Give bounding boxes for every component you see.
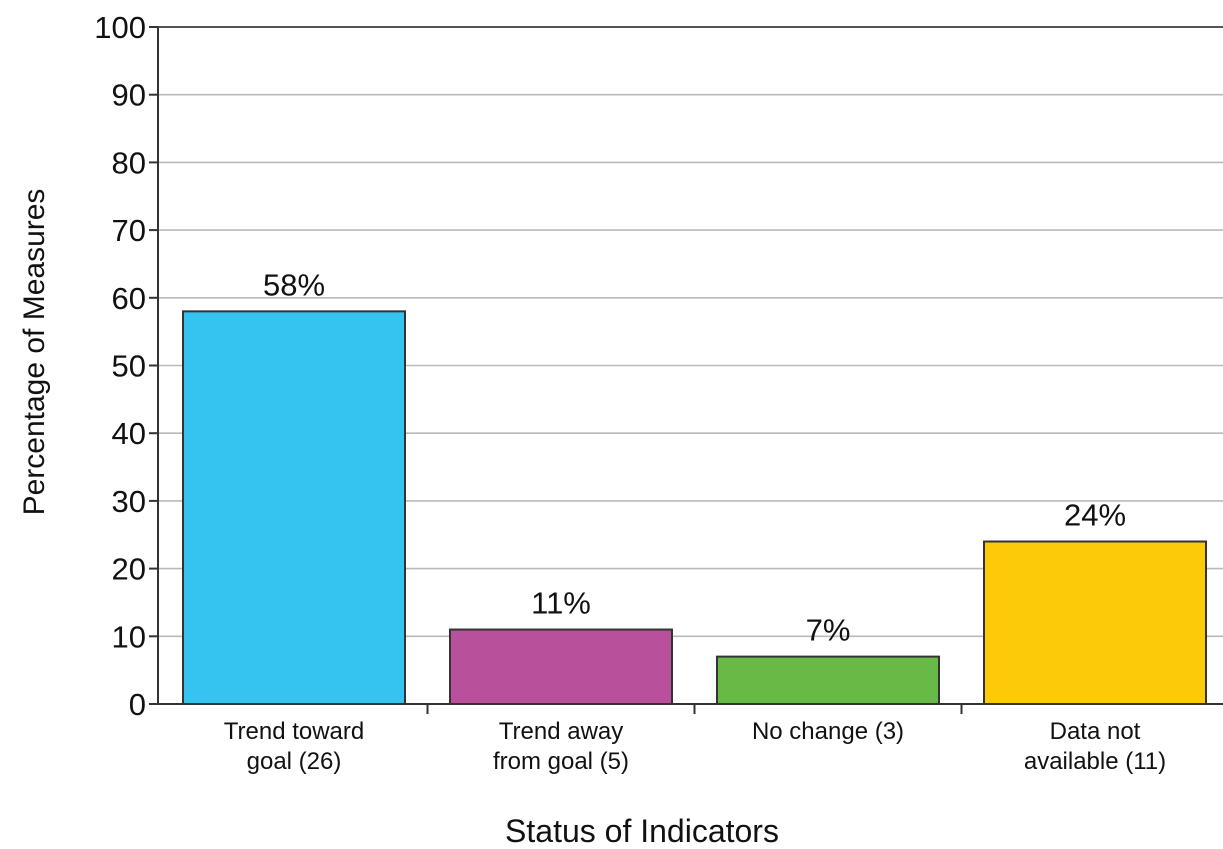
y-tick-label: 100 — [94, 10, 146, 45]
axes — [149, 26, 1223, 714]
y-tick-label: 50 — [112, 349, 146, 384]
x-tick-label: Trend away from goal (5) — [493, 718, 629, 775]
x-axis-label: Status of Indicators — [505, 813, 779, 849]
bar — [983, 540, 1207, 706]
x-tick-label: Trend toward goal (26) — [224, 718, 365, 775]
y-tick-label: 0 — [129, 687, 146, 722]
x-tick-labels: Trend toward goal (26) Trend away from goal… — [224, 718, 1166, 775]
x-tick-label: No change (3) — [752, 718, 904, 745]
x-tick-label: Data not available (11) — [1024, 718, 1166, 775]
y-tick-label: 80 — [112, 145, 146, 180]
y-tick-labels: 0 10 20 30 40 50 60 70 80 90 100 — [94, 10, 146, 722]
bar — [182, 310, 406, 705]
data-label: 11% — [531, 586, 591, 621]
bar — [716, 655, 940, 705]
data-labels: 58% 11% 7% 24% — [263, 267, 1126, 647]
y-tick-label: 30 — [112, 484, 146, 519]
y-tick-label: 90 — [112, 78, 146, 113]
data-label: 7% — [806, 613, 851, 648]
y-tick-label: 60 — [112, 281, 146, 316]
bar — [449, 628, 673, 706]
y-tick-label: 40 — [112, 416, 146, 451]
data-label: 24% — [1064, 498, 1126, 533]
bars — [182, 310, 1207, 706]
y-tick-label: 20 — [112, 552, 146, 587]
data-label: 58% — [263, 267, 325, 302]
y-tick-label: 10 — [112, 619, 146, 654]
y-tick-label: 70 — [112, 213, 146, 248]
y-axis-label: Percentage of Measures — [18, 189, 51, 516]
